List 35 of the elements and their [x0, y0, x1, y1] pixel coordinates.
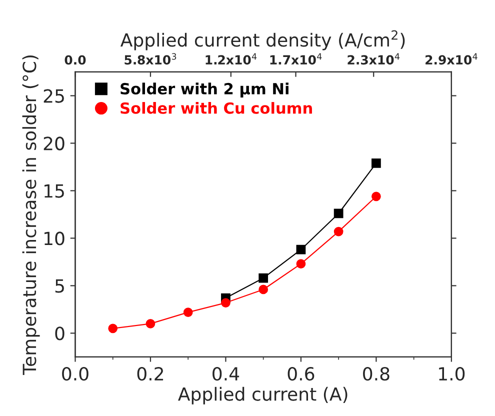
point	[334, 226, 344, 236]
x2-axis-title: Applied current density (A/cm$^{2}$)	[120, 30, 405, 50]
x2-tick-label: 1.2x10$^{4}$	[206, 53, 257, 65]
y-tick-label: 0	[55, 326, 64, 340]
x-tick-label: 0.4	[212, 366, 240, 381]
point	[296, 259, 306, 269]
x2-tick-label: 2.9x10$^{4}$	[426, 53, 478, 65]
x2-tick-label: 5.8x10$^{3}$	[124, 53, 176, 65]
point	[258, 284, 268, 294]
x-tick-label: 0.2	[137, 366, 164, 381]
x-axis-title: Applied current (A)	[178, 386, 348, 404]
point	[221, 298, 230, 308]
point	[334, 208, 344, 218]
x2-tick-label: 0.0	[64, 55, 86, 65]
x-tick-label: 0.8	[363, 366, 390, 381]
x-tick-label: 0.6	[288, 366, 314, 381]
y-axis-title: Temperature increase in solder (°C)	[22, 55, 40, 376]
y-tick-label: 15	[44, 184, 64, 198]
x-tick-label: 1.0	[439, 366, 465, 381]
y-tick-label: 20	[44, 136, 64, 150]
point	[258, 273, 268, 283]
point	[372, 192, 381, 202]
legend-label: Solder with 2 µm Ni	[120, 82, 288, 98]
y-tick-label: 5	[55, 279, 64, 293]
point	[296, 244, 306, 254]
x2-tick-label: 1.7x10$^{4}$	[270, 53, 322, 65]
y-tick-label: 10	[44, 232, 64, 246]
x2-tick-label: 2.3x10$^{4}$	[348, 53, 400, 65]
point	[183, 308, 193, 317]
y-tick-label: 25	[44, 89, 64, 103]
x-tick-label: 0.0	[62, 366, 88, 381]
point	[372, 158, 381, 168]
point	[108, 324, 118, 334]
point	[146, 318, 156, 328]
legend-label: Solder with Cu column	[120, 102, 312, 114]
